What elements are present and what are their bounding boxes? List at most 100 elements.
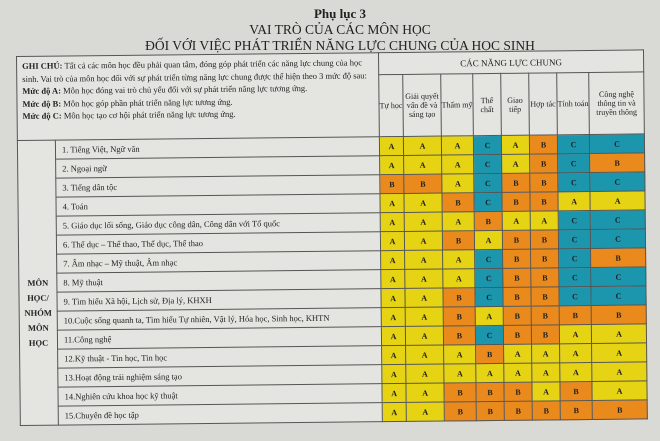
level-cell: A (380, 212, 405, 232)
level-cell: C (473, 135, 502, 155)
level-cell: A (379, 155, 404, 175)
level-cell: B (589, 152, 645, 173)
subject-name: 15.Chuyên đề học tập (58, 402, 383, 426)
level-cell: B (503, 306, 532, 326)
level-cell: A (443, 344, 476, 365)
level-cell: A (405, 345, 444, 365)
level-cell: A (442, 211, 475, 232)
level-cell: C (473, 154, 502, 174)
level-cell: A (442, 268, 475, 289)
level-cell: A (405, 326, 444, 346)
level-cell: B (502, 268, 531, 288)
level-b-text: Môn học góp phần phát triển năng lực tươ… (61, 96, 233, 109)
level-cell: B (559, 305, 592, 325)
level-cell: A (442, 249, 475, 270)
level-cell: B (501, 173, 530, 193)
column-header: Giao tiếp (500, 73, 530, 136)
note-cell: GHI CHÚ: Tất cả các môn học đều phải qua… (16, 52, 380, 141)
column-header: Tự học (378, 74, 404, 137)
level-cell: A (443, 363, 476, 384)
level-cell: B (592, 399, 648, 420)
level-cell: A (591, 342, 647, 363)
competencies-header: CÁC NĂNG LỰC CHUNG (378, 49, 644, 75)
level-cell: B (529, 191, 559, 212)
heading-line-2: ĐỐI VỚI VIỆC PHÁT TRIỂN NĂNG LỰC CHUNG C… (145, 38, 535, 53)
level-cell: A (591, 380, 648, 401)
level-cell: A (531, 362, 560, 383)
level-c-label: Mức độ C: (22, 110, 62, 121)
level-cell: C (590, 266, 646, 287)
level-cell: A (404, 212, 443, 232)
level-cell: C (589, 133, 645, 154)
level-cell: C (558, 267, 591, 287)
level-cell: C (558, 210, 591, 230)
level-cell: A (404, 250, 443, 270)
level-cell: A (404, 288, 444, 308)
level-cell: C (558, 248, 591, 268)
level-cell: A (404, 269, 443, 289)
level-cell: A (379, 136, 404, 156)
level-cell: B (503, 382, 533, 402)
level-cell: B (531, 324, 560, 345)
level-cell: A (405, 307, 444, 327)
column-header: Thể chất (472, 73, 502, 136)
level-cell: B (590, 247, 646, 268)
level-cell: B (530, 267, 559, 288)
level-cell: A (474, 230, 503, 250)
level-cell: A (381, 345, 406, 365)
level-cell: A (475, 363, 504, 383)
level-cell: A (559, 324, 592, 344)
level-cell: A (381, 307, 406, 327)
level-cell: B (529, 153, 558, 174)
row-group-label: MÔN HỌC/ NHÓM MÔN HỌC (17, 140, 59, 426)
level-cell: C (557, 134, 590, 154)
level-cell: A (379, 193, 405, 213)
level-cell: A (591, 361, 647, 382)
level-cell: A (589, 190, 646, 211)
level-cell: B (559, 381, 593, 401)
level-cell: B (403, 174, 442, 194)
level-a-label: Mức độ A: (22, 85, 62, 96)
level-cell: A (403, 136, 442, 156)
level-cell: B (502, 230, 531, 250)
level-cell: B (501, 192, 531, 212)
level-cell: B (502, 287, 532, 307)
level-cell: B (443, 382, 477, 403)
level-cell: B (476, 401, 505, 421)
level-cell: A (381, 383, 407, 403)
level-cell: C (474, 268, 503, 288)
level-cell: B (444, 401, 477, 422)
level-cell: A (441, 173, 474, 194)
level-cell: C (557, 153, 590, 173)
column-header: Hợp tác (528, 72, 558, 136)
level-a-text: Môn học đóng vai trò chủ yếu đối với sự … (60, 82, 308, 96)
column-header: Công nghệ thông tin và truyền thông (588, 71, 645, 135)
level-cell: B (443, 306, 476, 327)
level-cell: B (591, 304, 647, 325)
note-label: GHI CHÚ: (22, 60, 63, 71)
level-cell: B (475, 344, 504, 364)
level-cell: B (443, 325, 476, 346)
level-cell: C (474, 287, 504, 307)
level-cell: C (590, 285, 647, 306)
level-cell: B (442, 230, 475, 251)
level-cell: C (473, 192, 503, 212)
level-cell: A (475, 306, 504, 326)
level-cell: B (503, 325, 532, 345)
level-cell: A (380, 288, 406, 308)
level-cell: B (530, 286, 560, 307)
column-header: Thẩm mỹ (440, 73, 474, 137)
level-cell: A (559, 362, 592, 382)
column-header: Giải quyết vấn đề và sáng tạo (402, 74, 442, 137)
level-cell: A (403, 193, 443, 213)
level-c-text: Môn học tạo cơ hội phát triển năng lực t… (61, 108, 236, 121)
level-cell: C (557, 172, 590, 192)
level-cell: B (504, 401, 533, 421)
level-cell: A (530, 210, 559, 231)
level-cell: B (502, 249, 531, 269)
heading-line-1: VAI TRÒ CỦA CÁC MÔN HỌC (249, 22, 431, 37)
level-cell: A (557, 191, 591, 211)
level-cell: A (381, 364, 406, 384)
competency-table: GHI CHÚ: Tất cả các môn học đều phải qua… (16, 49, 648, 426)
level-cell: A (403, 155, 442, 175)
